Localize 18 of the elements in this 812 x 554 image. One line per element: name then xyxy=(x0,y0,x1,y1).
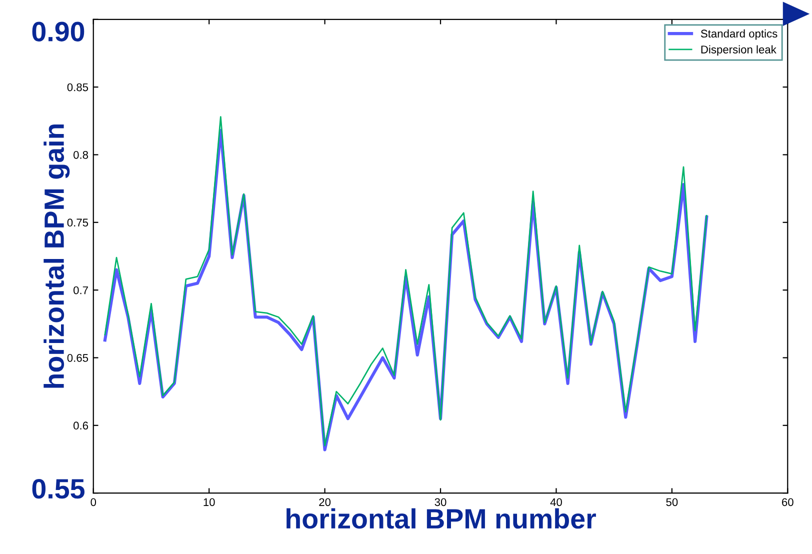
y-tick-label: 0.75 xyxy=(67,218,88,227)
y-tick-label: 0.85 xyxy=(67,83,88,92)
x-tick-label: 40 xyxy=(550,498,562,506)
x-tick-label: 50 xyxy=(666,498,678,506)
x-tick-label: 0 xyxy=(90,498,96,506)
legend-label: Standard optics xyxy=(700,29,778,40)
x-tick-label: 10 xyxy=(204,498,215,506)
x-tick-label: 30 xyxy=(434,498,446,506)
y-tick-label: 0.6 xyxy=(74,422,88,430)
y-tick-label: 0.7 xyxy=(74,286,88,294)
x-axis-title: horizontal BPM number xyxy=(286,508,596,529)
legend-label: Dispersion leak xyxy=(701,45,776,56)
text: 0.90 xyxy=(32,22,84,42)
text: 0.55 xyxy=(32,478,84,499)
x-tick-label: 60 xyxy=(782,498,794,506)
x-tick-label: 20 xyxy=(319,498,331,506)
y-tick-label: 0.8 xyxy=(74,150,88,159)
y-tick-label: 0.65 xyxy=(67,354,88,362)
